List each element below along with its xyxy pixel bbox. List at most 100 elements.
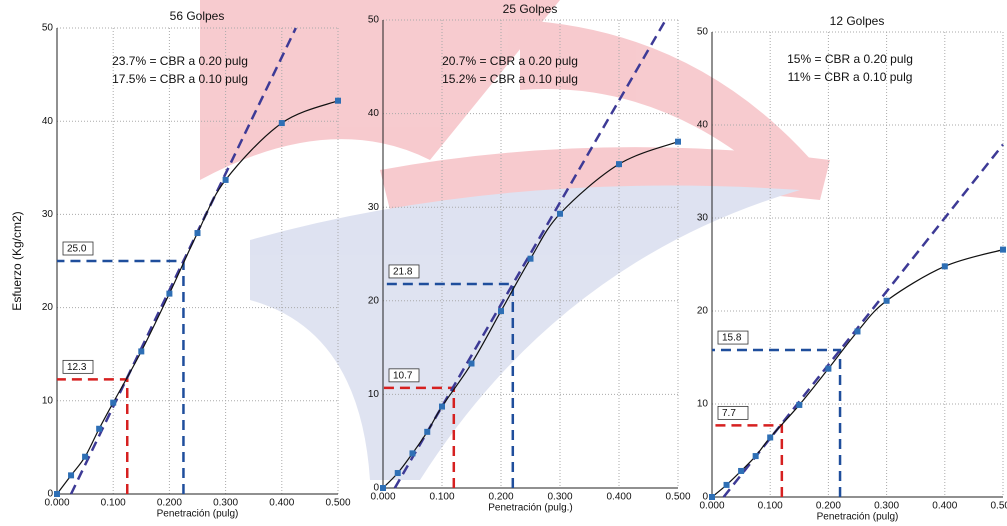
data-point	[796, 401, 803, 408]
annotation: 15.2% = CBR a 0.10 pulg	[442, 72, 578, 86]
data-point	[854, 328, 861, 335]
data-point	[723, 481, 730, 488]
reading-box	[62, 359, 94, 374]
x-tick-label: 0.400	[932, 501, 957, 512]
data-point	[439, 403, 445, 410]
x-tick-label: 0.200	[488, 492, 513, 503]
data-point	[278, 120, 285, 127]
data-point	[194, 230, 201, 237]
reading-guide	[57, 378, 129, 494]
chart-title: 12 Golpes	[830, 14, 885, 28]
x-axis-label: Penetración (pulg.)	[488, 503, 573, 514]
data-point	[138, 348, 145, 355]
chart-title: 25 Golpes	[503, 2, 558, 16]
y-axis-label: Esfuerzo (Kg/cm2)	[10, 211, 24, 310]
reading-label: 7.7	[722, 408, 736, 419]
data-point	[498, 308, 504, 315]
x-tick-label: 0.100	[429, 492, 454, 503]
data-point	[110, 399, 117, 406]
reading-guide	[57, 259, 185, 494]
chart-title: 56 Golpes	[170, 9, 225, 23]
y-tick-label: 40	[42, 116, 54, 127]
reading-guide	[383, 282, 515, 488]
data-point	[941, 263, 948, 270]
annotation: 23.7% = CBR a 0.20 pulg	[112, 54, 248, 68]
correction-line	[393, 19, 667, 489]
reading-box	[388, 368, 420, 383]
reading-box	[717, 405, 749, 420]
data-point	[96, 425, 103, 432]
series-line	[56, 100, 339, 495]
reading-label: 21.8	[393, 267, 413, 278]
x-tick-label: 0.000	[370, 492, 395, 503]
data-point	[54, 491, 60, 497]
data-point	[166, 290, 173, 297]
data-point	[335, 97, 341, 104]
x-tick-label: 0.100	[101, 498, 126, 509]
data-point	[825, 365, 832, 372]
data-point	[468, 360, 475, 367]
x-tick-label: 0.500	[325, 498, 350, 509]
annotation: 17.5% = CBR a 0.10 pulg	[112, 72, 248, 86]
x-tick-label: 0.300	[547, 492, 572, 503]
y-tick-label: 50	[42, 23, 54, 34]
x-tick-label: 0.400	[606, 492, 631, 503]
x-tick-label: 0.500	[990, 501, 1007, 512]
data-point	[527, 255, 534, 262]
y-tick-label: 0	[702, 492, 708, 503]
data-point	[82, 453, 89, 460]
y-tick-label: 50	[368, 15, 380, 26]
data-point	[616, 161, 622, 168]
reading-guide	[712, 348, 842, 497]
data-point	[394, 470, 401, 477]
x-tick-label: 0.000	[699, 501, 724, 512]
reading-label: 10.7	[393, 370, 413, 381]
x-tick-label: 0.200	[816, 501, 841, 512]
reading-box	[717, 330, 749, 345]
series-line	[711, 249, 1004, 498]
x-tick-label: 0.400	[269, 498, 294, 509]
data-point	[738, 467, 745, 474]
data-point	[424, 428, 431, 435]
reading-guide	[712, 424, 784, 497]
y-tick-label: 20	[697, 306, 709, 317]
correction-line	[722, 143, 1004, 498]
x-axis-label: Penetración (pulg)	[157, 509, 239, 520]
y-tick-label: 20	[42, 302, 54, 313]
x-tick-label: 0.000	[44, 498, 69, 509]
reading-label: 15.8	[722, 333, 742, 344]
x-tick-label: 0.300	[874, 501, 899, 512]
data-point	[409, 450, 416, 457]
data-point	[752, 453, 759, 460]
x-axis-label: Penetración (pulg)	[817, 512, 899, 523]
data-point	[1000, 246, 1006, 253]
y-tick-label: 30	[42, 209, 54, 220]
y-tick-label: 50	[697, 27, 709, 38]
y-tick-label: 10	[697, 399, 709, 410]
y-tick-label: 10	[368, 389, 380, 400]
data-point	[709, 494, 715, 500]
annotation: 15% = CBR a 0.20 pulg	[787, 52, 913, 66]
y-tick-label: 40	[697, 120, 709, 131]
x-tick-label: 0.300	[213, 498, 238, 509]
data-point	[883, 297, 890, 304]
y-tick-label: 40	[368, 108, 380, 119]
reading-label: 12.3	[67, 362, 87, 373]
x-tick-label: 0.200	[157, 498, 182, 509]
correction-line	[69, 27, 297, 495]
reading-box	[388, 264, 420, 279]
data-point	[675, 138, 681, 145]
x-tick-label: 0.500	[665, 492, 690, 503]
y-tick-label: 20	[368, 295, 380, 306]
y-tick-label: 10	[42, 395, 54, 406]
data-point	[380, 485, 386, 491]
annotation: 11% = CBR a 0.10 pulg	[788, 70, 913, 84]
annotation: 20.7% = CBR a 0.20 pulg	[442, 54, 578, 68]
y-tick-label: 0	[373, 483, 379, 494]
data-point	[222, 176, 229, 183]
data-point	[767, 434, 774, 441]
y-tick-label: 0	[47, 489, 53, 500]
x-tick-label: 0.100	[758, 501, 783, 512]
reading-label: 25.0	[67, 244, 87, 255]
